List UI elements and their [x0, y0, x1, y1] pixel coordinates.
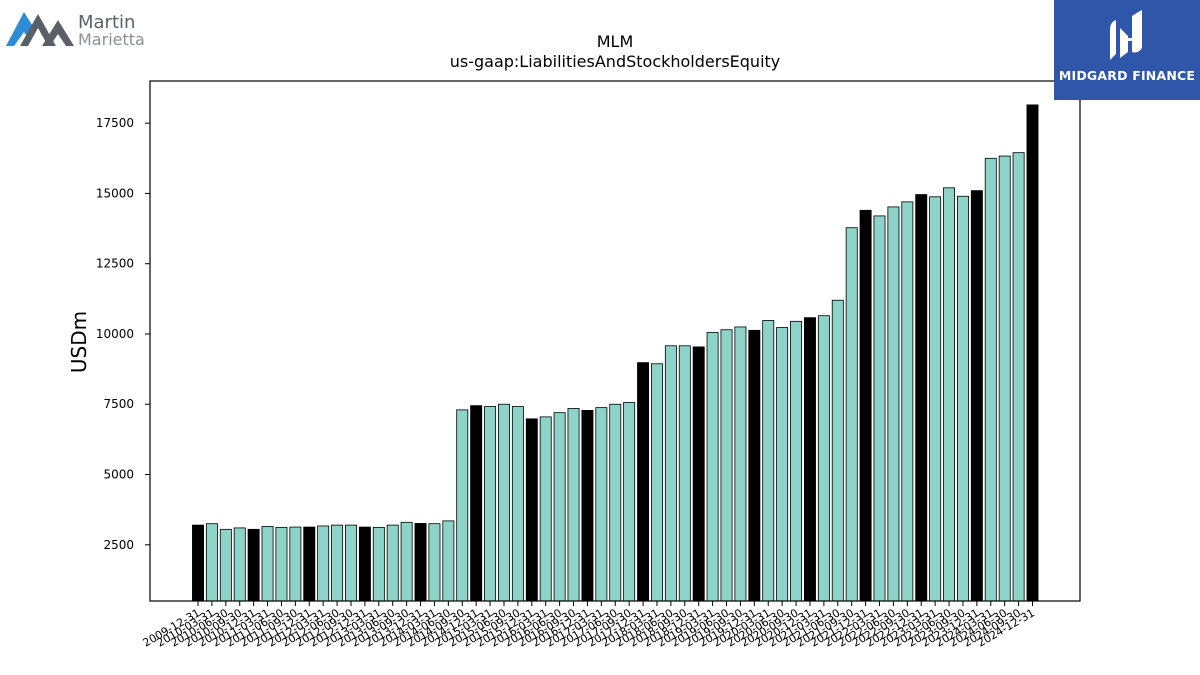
- bar-2022-12-31: [915, 194, 928, 602]
- bar-2015-09-30: [511, 406, 524, 602]
- y-tick-label-10000: 10000: [96, 327, 134, 341]
- mountain-logo-icon: [6, 12, 74, 46]
- bar-2018-06-30: [664, 345, 677, 602]
- y-tick-label-5000: 5000: [103, 468, 134, 482]
- logo-text-line2: Marietta: [78, 30, 145, 49]
- bar-2011-03-31: [261, 526, 274, 602]
- bar-2013-09-30: [400, 521, 413, 602]
- bar-2024-09-30: [1012, 152, 1025, 602]
- bar-2019-12-31: [748, 329, 761, 602]
- logo-text-line1: Martin: [78, 12, 136, 33]
- bar-2015-03-31: [484, 406, 497, 602]
- y-tick-label-7500: 7500: [103, 397, 134, 411]
- bar-2013-12-31: [414, 523, 427, 602]
- bar-2022-06-30: [887, 206, 900, 602]
- bar-2016-06-30: [553, 412, 566, 602]
- bar-2023-09-30: [956, 195, 969, 602]
- bar-2023-03-31: [929, 196, 942, 602]
- bar-2017-03-31: [595, 407, 608, 602]
- bar-2012-03-31: [317, 525, 330, 602]
- bar-2011-06-30: [275, 526, 288, 602]
- bar-2012-06-30: [331, 524, 344, 602]
- martin-marietta-logo: Martin Marietta: [6, 6, 156, 50]
- bar-2019-06-30: [720, 329, 733, 602]
- bar-2020-12-31: [804, 317, 816, 602]
- bar-2010-09-30: [233, 527, 246, 602]
- bar-2020-06-30: [776, 327, 789, 602]
- bar-2018-03-31: [651, 363, 663, 602]
- bar-2014-12-31: [470, 405, 483, 602]
- midgard-finance-text: MIDGARD FINANCE: [1058, 68, 1196, 83]
- bar-2016-12-31: [581, 410, 594, 602]
- plot-frame: [149, 80, 1081, 602]
- bar-2020-09-30: [790, 320, 803, 602]
- bar-2021-12-31: [859, 209, 872, 602]
- bar-2018-09-30: [678, 345, 691, 602]
- bar-2020-03-31: [762, 320, 775, 602]
- y-tick-label-15000: 15000: [96, 186, 134, 200]
- bar-2016-09-30: [567, 408, 580, 602]
- bar-2015-06-30: [498, 403, 510, 602]
- bar-2014-06-30: [442, 520, 455, 602]
- bar-2022-03-31: [873, 215, 886, 602]
- bar-2009-12-31: [192, 524, 204, 602]
- bar-2014-09-30: [456, 409, 469, 602]
- bar-2016-03-31: [539, 416, 552, 602]
- bar-2014-03-31: [428, 523, 441, 602]
- bar-2013-03-31: [372, 526, 385, 602]
- bar-2010-06-30: [219, 528, 232, 602]
- midgard-emblem-icon: [1110, 10, 1142, 60]
- y-axis-label: USDm: [67, 311, 91, 373]
- y-tick-label-17500: 17500: [96, 116, 134, 130]
- bar-2015-12-31: [525, 418, 538, 602]
- y-axis: 2500 5000 7500 10000 12500 15000 17500: [96, 116, 150, 552]
- bar-2023-06-30: [943, 187, 956, 602]
- bar-2017-09-30: [623, 402, 636, 602]
- bar-2021-06-30: [831, 299, 844, 602]
- bars-group: [192, 104, 1039, 602]
- bar-2012-09-30: [345, 524, 357, 602]
- bar-2024-03-31: [984, 157, 997, 602]
- bar-2011-12-31: [303, 526, 316, 602]
- bar-2010-12-31: [247, 528, 260, 602]
- bar-2021-03-31: [817, 315, 830, 602]
- bar-2012-12-31: [358, 526, 371, 602]
- bar-2021-09-30: [845, 227, 858, 602]
- y-tick-label-12500: 12500: [96, 257, 134, 271]
- bar-2010-03-31: [205, 523, 218, 602]
- chart-subtitle: us-gaap:LiabilitiesAndStockholdersEquity: [449, 52, 781, 71]
- bar-2011-09-30: [289, 526, 302, 602]
- bar-2013-06-30: [386, 524, 399, 602]
- chart-title: MLM: [596, 32, 634, 51]
- bar-2017-12-31: [637, 362, 650, 602]
- bar-2024-12-31: [1026, 104, 1039, 602]
- bar-2019-09-30: [734, 326, 747, 602]
- bar-2018-12-31: [692, 346, 705, 602]
- bar-2023-12-31: [970, 190, 983, 602]
- y-tick-label-2500: 2500: [103, 538, 134, 552]
- bar-2022-09-30: [901, 201, 914, 602]
- bar-2024-06-30: [998, 155, 1011, 602]
- bar-2017-06-30: [609, 403, 622, 602]
- x-axis: 2009-12-312010-03-312010-06-302010-09-30…: [141, 601, 1037, 650]
- midgard-finance-logo: MIDGARD FINANCE: [1054, 0, 1200, 100]
- bar-2019-03-31: [706, 332, 719, 602]
